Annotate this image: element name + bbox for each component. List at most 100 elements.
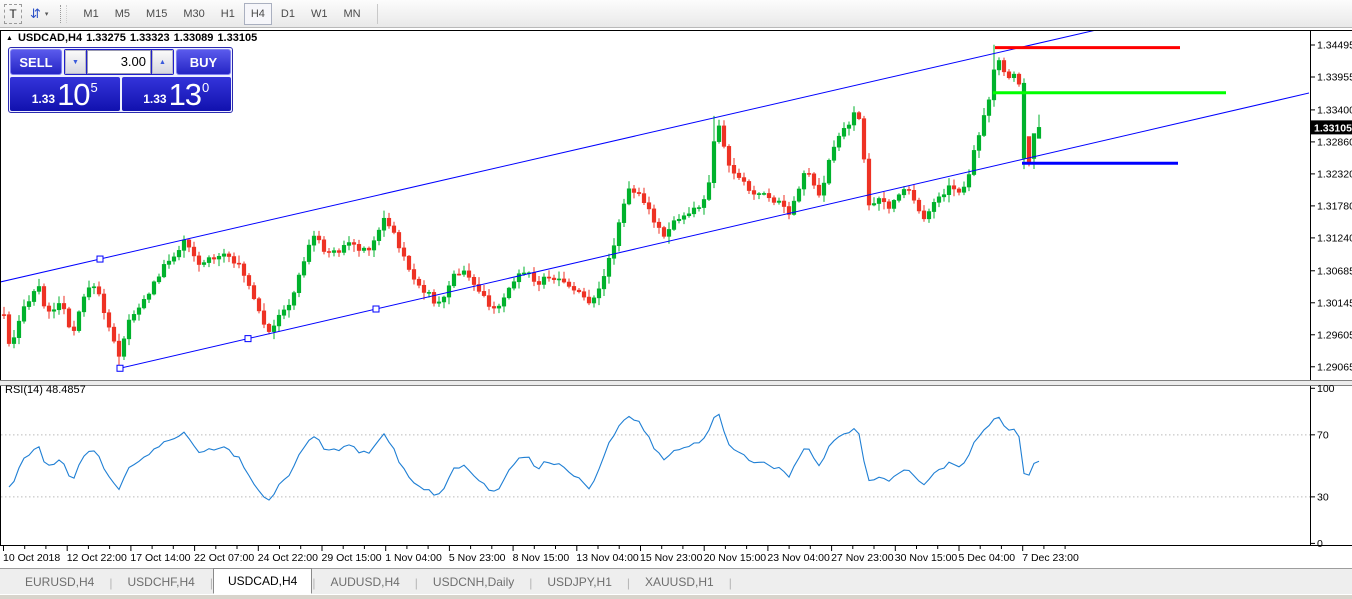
svg-text:1.33955: 1.33955: [1317, 72, 1352, 84]
chart-tab-usdjpy[interactable]: USDJPY,H1: [547, 575, 612, 589]
timeframe-button-d1[interactable]: D1: [274, 3, 302, 25]
timeframe-button-m1[interactable]: M1: [76, 3, 105, 25]
buy-price-sup: 0: [202, 80, 210, 95]
sell-price-sup: 5: [90, 80, 98, 95]
timeframe-button-h4[interactable]: H4: [243, 2, 272, 25]
svg-text:5 Dec 04:00: 5 Dec 04:00: [959, 552, 1016, 564]
svg-text:12 Oct 22:00: 12 Oct 22:00: [67, 552, 127, 564]
svg-text:0: 0: [1317, 538, 1323, 550]
bar-open: 1.33275: [86, 32, 126, 44]
trendline-handle[interactable]: [116, 364, 124, 372]
timeframe-buttons: M1 M5 M15 M30 H1 H4 D1 W1 MN: [75, 2, 368, 25]
timeframe-button-h1[interactable]: H1: [214, 3, 242, 25]
svg-text:23 Nov 04:00: 23 Nov 04:00: [767, 552, 830, 564]
chart-window[interactable]: 1.34495 1.33955 1.33400 1.32860 1.32320 1.317…: [0, 28, 1352, 572]
svg-text:10 Oct 2018: 10 Oct 2018: [3, 552, 60, 564]
buy-button[interactable]: BUY: [176, 49, 231, 75]
up-down-arrows-icon: ⇵: [30, 5, 41, 21]
svg-text:5 Nov 23:00: 5 Nov 23:00: [449, 552, 506, 564]
svg-text:1.33105: 1.33105: [1314, 122, 1352, 134]
svg-text:1.32320: 1.32320: [1317, 168, 1352, 180]
chart-tab-audusd[interactable]: AUDUSD,H4: [330, 575, 400, 589]
sell-price-display[interactable]: 1.33 10 5: [10, 77, 120, 111]
svg-text:1.30685: 1.30685: [1317, 265, 1352, 277]
svg-text:1.30145: 1.30145: [1317, 297, 1352, 309]
svg-text:24 Oct 22:00: 24 Oct 22:00: [258, 552, 318, 564]
chart-tab-usdchf[interactable]: USDCHF,H4: [127, 575, 195, 589]
timeframe-button-mn[interactable]: MN: [336, 3, 367, 25]
toolbar-grip[interactable]: [60, 4, 68, 23]
svg-text:100: 100: [1317, 383, 1335, 395]
svg-text:70: 70: [1317, 429, 1329, 441]
tab-separator: |: [529, 576, 533, 590]
tab-separator: |: [209, 576, 213, 590]
sell-price-big: 10: [57, 77, 90, 112]
volume-spinner: ▼ 3.00 ▲: [64, 49, 174, 75]
rsi-layer: [8, 413, 1040, 501]
svg-text:30 Nov 15:00: 30 Nov 15:00: [895, 552, 958, 564]
bar-close: 1.33105: [217, 32, 258, 44]
tab-separator: |: [109, 576, 113, 590]
dropdown-caret-icon[interactable]: ▾: [44, 10, 49, 18]
bar-low: 1.33089: [173, 32, 214, 44]
chart-tab-xauusd[interactable]: XAUUSD,H1: [645, 575, 714, 589]
svg-text:27 Nov 23:00: 27 Nov 23:00: [831, 552, 894, 564]
channel-upper-line: [1, 31, 1095, 283]
chart-tab-bar: EURUSD,H4 | USDCHF,H4 | USDCAD,H4 | AUDUSD,H4 |…: [0, 568, 1352, 594]
svg-text:15 Nov 23:00: 15 Nov 23:00: [640, 552, 703, 564]
svg-text:1.32860: 1.32860: [1317, 136, 1352, 148]
svg-text:30: 30: [1317, 491, 1329, 503]
chart-tab-usdcad[interactable]: USDCAD,H4: [212, 568, 313, 594]
toolbar: T ⇵ ▾ M1 M5 M15 M30 H1 H4 D1 W1 MN: [0, 0, 1352, 28]
trendline-handle[interactable]: [372, 305, 380, 313]
tab-separator: |: [626, 576, 630, 590]
channel-lower-line: [119, 92, 1309, 369]
svg-text:1.33400: 1.33400: [1317, 104, 1352, 116]
window-edge: [0, 594, 1352, 599]
buy-price-display[interactable]: 1.33 13 0: [121, 77, 231, 112]
trendline-handle[interactable]: [96, 255, 104, 263]
timeframe-button-w1[interactable]: W1: [304, 3, 335, 25]
text-tool-button[interactable]: T: [4, 3, 22, 24]
svg-text:20 Nov 15:00: 20 Nov 15:00: [704, 552, 767, 564]
svg-text:29 Oct 15:00: 29 Oct 15:00: [322, 552, 382, 564]
chart-tab-eurusd[interactable]: EURUSD,H4: [25, 575, 95, 589]
svg-text:1.29065: 1.29065: [1317, 361, 1352, 373]
tab-separator: |: [728, 576, 732, 590]
tab-separator: |: [414, 576, 418, 590]
sell-button[interactable]: SELL: [10, 49, 62, 75]
bar-high: 1.33323: [129, 32, 170, 44]
timeframe-button-m5[interactable]: M5: [108, 3, 137, 25]
svg-text:22 Oct 07:00: 22 Oct 07:00: [194, 552, 254, 564]
price-chart[interactable]: 1.34495 1.33955 1.33400 1.32860 1.32320 1.317…: [0, 28, 1352, 572]
tick-arrows-button[interactable]: ⇵ ▾: [30, 6, 48, 22]
symbol-timeframe: USDCAD,H4: [17, 32, 83, 44]
buy-price-small: 1.33: [143, 92, 167, 106]
svg-text:8 Nov 15:00: 8 Nov 15:00: [513, 552, 570, 564]
svg-text:1.31780: 1.31780: [1317, 200, 1352, 212]
tab-separator: |: [312, 576, 316, 590]
chart-ohlc-title: ▲ USDCAD,H4 1.33275 1.33323 1.33089 1.33105: [6, 32, 261, 44]
svg-text:7 Dec 23:00: 7 Dec 23:00: [1022, 552, 1079, 564]
current-price-tag: [1310, 120, 1352, 135]
trendline-handle[interactable]: [244, 335, 252, 343]
svg-text:1.29605: 1.29605: [1317, 329, 1352, 341]
buy-price-big: 13: [168, 77, 202, 112]
timeframe-button-m15[interactable]: M15: [139, 3, 174, 25]
volume-input[interactable]: 3.00: [87, 50, 151, 74]
svg-text:13 Nov 04:00: 13 Nov 04:00: [576, 552, 639, 564]
volume-decrease-button[interactable]: ▼: [65, 50, 86, 74]
candles-layer: [1, 31, 1309, 372]
volume-increase-button[interactable]: ▲: [152, 50, 173, 74]
one-click-trading-panel: SELL ▼ 3.00 ▲ BUY 1.33 10 5 1.33 13 0: [8, 47, 233, 113]
chart-tab-usdcnh[interactable]: USDCNH,Daily: [432, 575, 515, 589]
svg-text:1.34495: 1.34495: [1317, 40, 1352, 52]
svg-text:1.31240: 1.31240: [1317, 232, 1352, 244]
sell-price-small: 1.33: [31, 92, 56, 106]
collapse-panel-icon[interactable]: ▲: [6, 35, 13, 42]
toolbar-separator: [376, 3, 378, 24]
timeframe-button-m30[interactable]: M30: [176, 3, 211, 25]
rsi-indicator-label: RSI(14) 48.4857: [5, 384, 86, 396]
svg-text:1 Nov 04:00: 1 Nov 04:00: [385, 552, 442, 564]
